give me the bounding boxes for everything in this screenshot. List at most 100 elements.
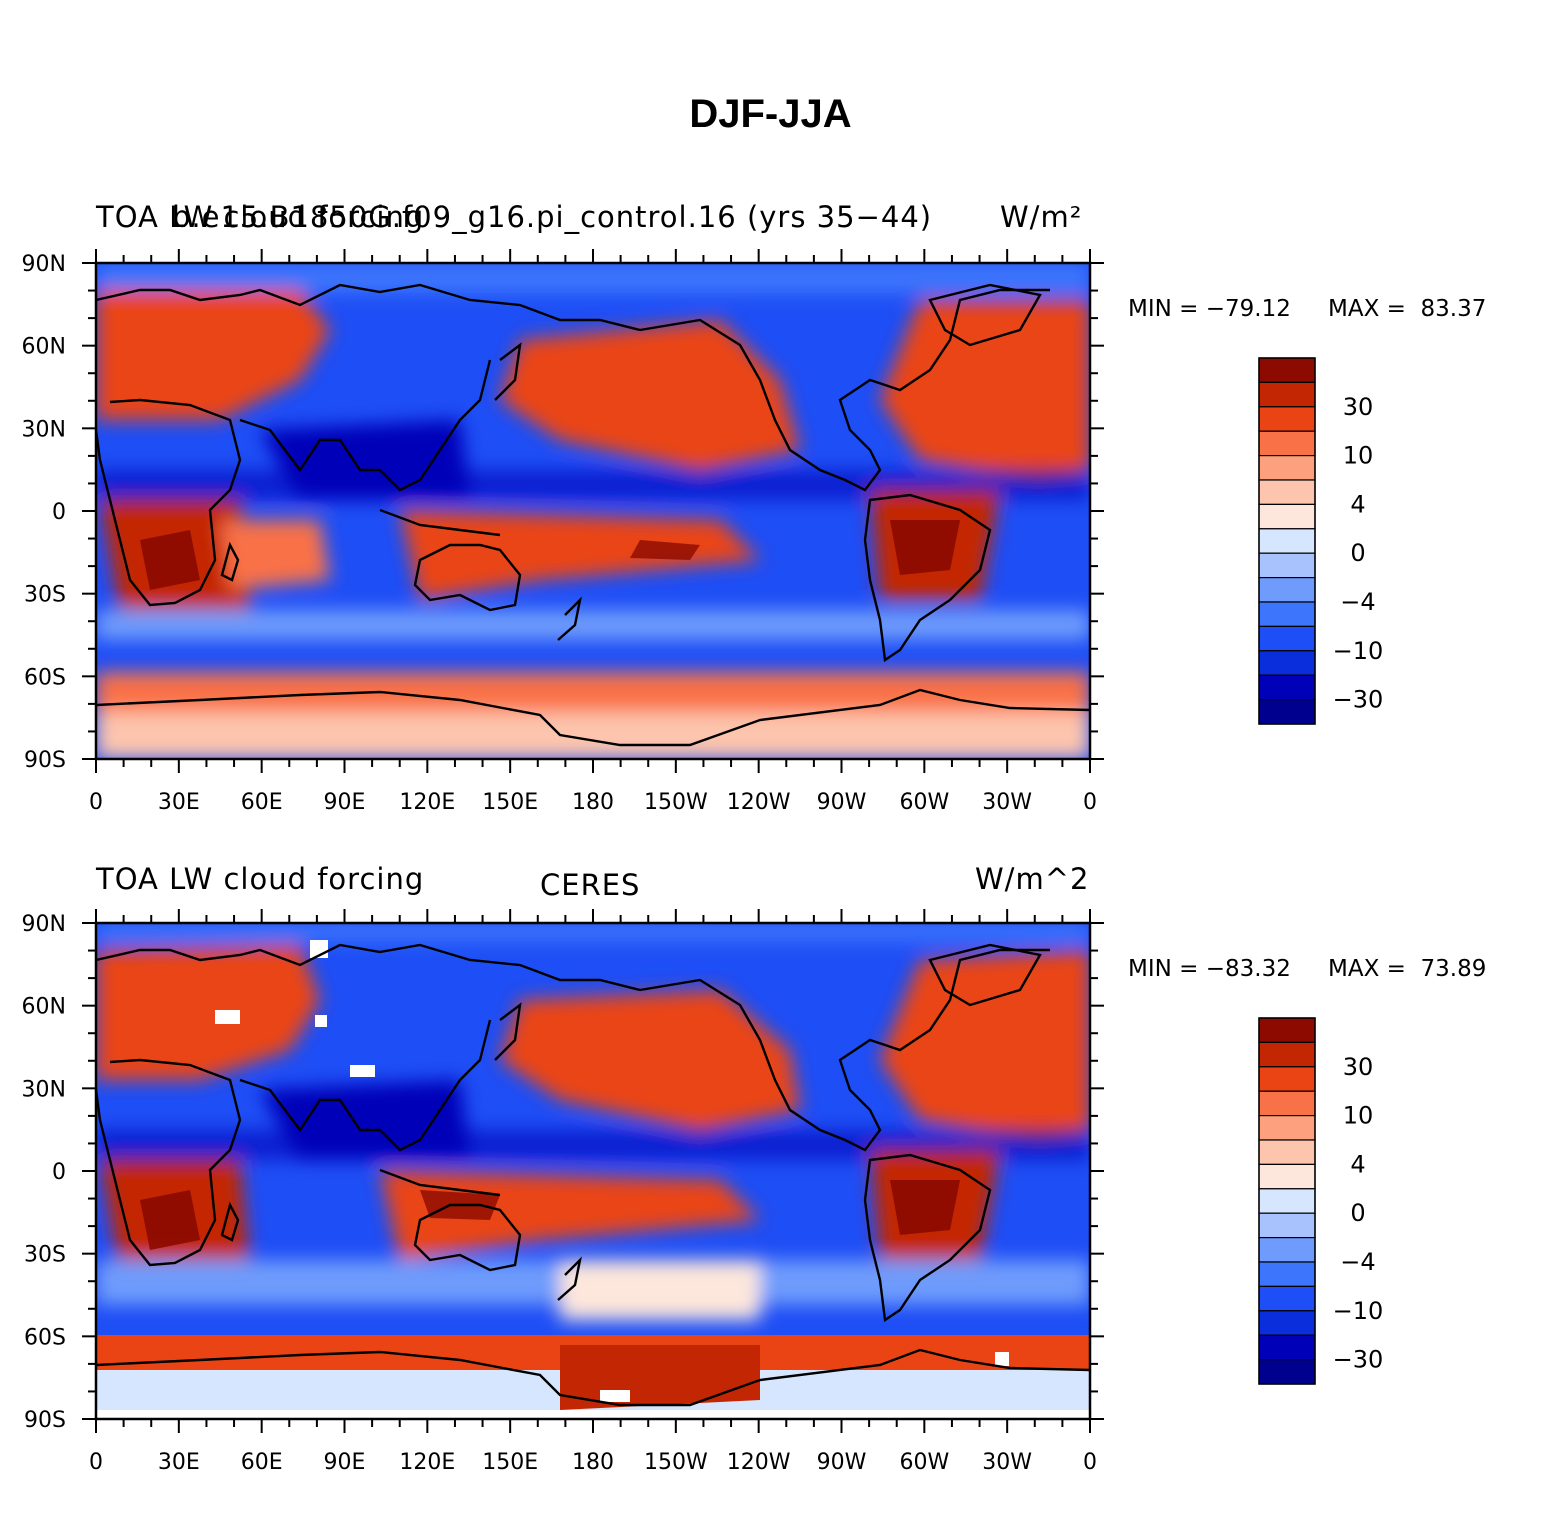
panel2-field bbox=[96, 923, 1090, 1419]
y-tick-label: 60N bbox=[22, 995, 66, 1020]
colorbar-box bbox=[1258, 577, 1316, 603]
colorbar-2-labels: 30 10 4 0 −4 −10 −30 bbox=[1333, 1053, 1384, 1374]
colorbar-box bbox=[1258, 381, 1316, 408]
colorbar-label: −30 bbox=[1333, 1346, 1384, 1374]
x-tick-label: 90E bbox=[324, 790, 366, 815]
colorbar-box bbox=[1258, 1066, 1316, 1092]
coastlines bbox=[94, 283, 1092, 1407]
colorbar-label: −10 bbox=[1333, 637, 1384, 665]
colorbar-box bbox=[1258, 406, 1316, 432]
x-tick-label: 180 bbox=[572, 1450, 614, 1475]
y-tick-label: 0 bbox=[52, 1160, 66, 1185]
colorbar-1-boxes bbox=[1258, 357, 1316, 725]
colorbar-2-boxes bbox=[1258, 1017, 1316, 1385]
x-tick-label: 90W bbox=[817, 790, 867, 815]
colorbar-frame bbox=[1258, 1017, 1316, 1385]
colorbar-box bbox=[1258, 1237, 1316, 1263]
panel2-center-title: CERES bbox=[540, 868, 641, 902]
y-tick-label: 90N bbox=[22, 252, 66, 277]
panel2-units: W/m^2 bbox=[975, 862, 1090, 896]
colorbar-box bbox=[1258, 454, 1316, 481]
colorbar-box bbox=[1258, 1261, 1316, 1287]
x-tick-label: 120W bbox=[727, 790, 791, 815]
panel2-max: MAX = 73.89 bbox=[1328, 956, 1487, 982]
colorbar-box bbox=[1258, 1188, 1316, 1214]
colorbar-label: 10 bbox=[1343, 1102, 1374, 1130]
colorbar-box bbox=[1258, 1041, 1316, 1068]
colorbar-box bbox=[1258, 479, 1316, 505]
x-tick-label: 150E bbox=[482, 790, 538, 815]
colorbar-2: 30 10 4 0 −4 −10 −30 bbox=[1258, 1017, 1384, 1385]
x-tick-label: 0 bbox=[1083, 790, 1097, 815]
x-tick-label: 0 bbox=[89, 1450, 103, 1475]
y-tick-label: 90N bbox=[22, 912, 66, 937]
colorbar-box bbox=[1258, 503, 1316, 530]
colorbar-label: 10 bbox=[1343, 442, 1374, 470]
x-tick-label: 150W bbox=[644, 1450, 708, 1475]
colorbar-box bbox=[1258, 552, 1316, 579]
colorbar-box bbox=[1258, 528, 1316, 554]
y-tick-label: 30S bbox=[24, 1243, 66, 1268]
colorbar-label: 4 bbox=[1350, 1150, 1365, 1178]
x-tick-label: 120E bbox=[399, 790, 455, 815]
x-tick-label: 30W bbox=[982, 790, 1032, 815]
x-tick-label: 60W bbox=[899, 790, 949, 815]
colorbar-label: −10 bbox=[1333, 1297, 1384, 1325]
panel1-units: W/m² bbox=[1000, 200, 1083, 234]
y-tick-label: 90S bbox=[24, 748, 66, 773]
colorbar-box bbox=[1258, 357, 1316, 383]
x-tick-label: 0 bbox=[89, 790, 103, 815]
panel1-left-title: TOA LW cloud forcing bbox=[96, 200, 425, 234]
y-tick-label: 60N bbox=[22, 335, 66, 360]
colorbar-label: 4 bbox=[1350, 490, 1365, 518]
colorbar-box bbox=[1258, 1017, 1316, 1043]
colorbar-box bbox=[1258, 650, 1316, 676]
colorbar-box bbox=[1258, 601, 1316, 627]
colorbar-box bbox=[1258, 674, 1316, 701]
panel1-max: MAX = 83.37 bbox=[1328, 296, 1487, 322]
colorbar-box bbox=[1258, 625, 1316, 652]
panel2-left-title: TOA LW cloud forcing bbox=[96, 862, 425, 896]
colorbar-box bbox=[1258, 1163, 1316, 1190]
colorbar-label: −4 bbox=[1340, 1248, 1375, 1276]
y-tick-label: 30N bbox=[22, 417, 66, 442]
axis-labels: 0 30E 60E 90E 120E 150E 180 150W 120W 90W 60W 30W 09… bbox=[22, 252, 1097, 1475]
colorbar-label: 30 bbox=[1343, 1053, 1374, 1081]
main-title: DJF-JJA bbox=[689, 92, 852, 136]
colorbar-label: −30 bbox=[1333, 686, 1384, 714]
y-tick-label: 30N bbox=[22, 1077, 66, 1102]
colorbar-box bbox=[1258, 1359, 1316, 1385]
x-tick-label: 30E bbox=[158, 1450, 200, 1475]
colorbar-box bbox=[1258, 1139, 1316, 1165]
x-tick-label: 180 bbox=[572, 790, 614, 815]
colorbar-box bbox=[1258, 1090, 1316, 1117]
x-tick-label: 90E bbox=[324, 1450, 366, 1475]
x-tick-label: 120E bbox=[399, 1450, 455, 1475]
colorbar-box bbox=[1258, 699, 1316, 725]
x-tick-label: 150W bbox=[644, 790, 708, 815]
colorbar-box bbox=[1258, 430, 1316, 457]
y-tick-label: 60S bbox=[24, 1325, 66, 1350]
colorbar-box bbox=[1258, 1334, 1316, 1361]
colorbar-1: 30 10 4 0 −4 −10 −30 bbox=[1258, 357, 1384, 725]
colorbar-box bbox=[1258, 1310, 1316, 1336]
colorbar-box bbox=[1258, 1212, 1316, 1239]
x-tick-label: 60W bbox=[899, 1450, 949, 1475]
y-tick-label: 30S bbox=[24, 583, 66, 608]
x-tick-label: 90W bbox=[817, 1450, 867, 1475]
colorbar-label: 0 bbox=[1350, 1199, 1365, 1227]
colorbar-label: −4 bbox=[1340, 588, 1375, 616]
panel1-field bbox=[96, 263, 1090, 759]
colorbar-label: 30 bbox=[1343, 393, 1374, 421]
x-tick-label: 60E bbox=[241, 1450, 283, 1475]
x-tick-label: 120W bbox=[727, 1450, 791, 1475]
colorbar-box bbox=[1258, 1285, 1316, 1312]
x-tick-label: 30W bbox=[982, 1450, 1032, 1475]
x-tick-label: 60E bbox=[241, 790, 283, 815]
colorbar-frame bbox=[1258, 357, 1316, 725]
colorbar-label: 0 bbox=[1350, 539, 1365, 567]
axis-ticks bbox=[82, 249, 1104, 1433]
x-tick-label: 30E bbox=[158, 790, 200, 815]
panel1-case-title: b.e15.B1850G.f09_g16.pi_control.16 (yrs … bbox=[172, 200, 933, 234]
